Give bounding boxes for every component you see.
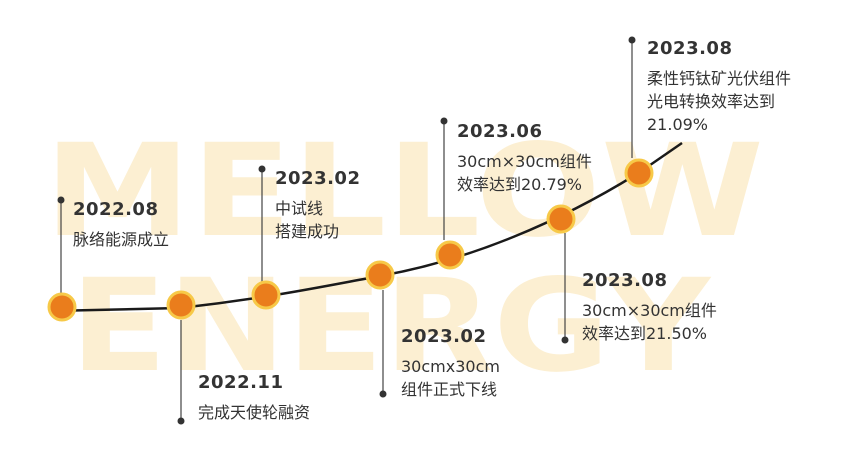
- milestone-desc-line: 脉络能源成立: [73, 230, 170, 249]
- timeline-node-6: [546, 204, 576, 234]
- milestone-desc-line: 完成天使轮融资: [198, 403, 311, 422]
- milestone-date: 2023.02: [401, 326, 487, 347]
- milestone-desc-line: 组件正式下线: [401, 380, 498, 399]
- milestone-3: 2023.02 中试线 搭建成功: [275, 167, 515, 243]
- milestone-desc-line: 光电转换效率达到: [647, 92, 776, 111]
- milestone-2: 2022.11 完成天使轮融资: [198, 371, 438, 424]
- connector-2: [177, 320, 185, 425]
- connector-7: [628, 36, 636, 158]
- milestone-desc-line: 搭建成功: [275, 222, 340, 241]
- timeline-node-7: [624, 158, 654, 188]
- milestone-desc-line: 21.09%: [647, 115, 709, 134]
- connector-5: [440, 117, 448, 240]
- milestone-7: 2023.08 柔性钙钛矿光伏组件 光电转换效率达到 21.09%: [647, 37, 861, 136]
- milestone-desc-line: 效率达到21.50%: [582, 324, 708, 343]
- milestone-desc: 完成天使轮融资: [198, 401, 438, 424]
- timeline-node-1: [47, 292, 77, 322]
- milestone-1: 2022.08 脉络能源成立: [73, 198, 313, 251]
- milestone-desc: 中试线 搭建成功: [275, 197, 515, 243]
- milestone-desc: 30cm×30cm组件 效率达到21.50%: [582, 299, 822, 345]
- milestone-desc: 脉络能源成立: [73, 228, 313, 251]
- milestone-desc-line: 柔性钙钛矿光伏组件: [647, 69, 792, 88]
- timeline-node-4: [365, 260, 395, 290]
- milestone-date: 2022.11: [198, 372, 284, 393]
- milestone-desc-line: 30cmx30cm: [401, 357, 500, 376]
- connector-1: [57, 196, 65, 296]
- milestone-desc-line: 30cm×30cm组件: [582, 301, 717, 320]
- milestone-desc: 30cm×30cm组件 效率达到20.79%: [457, 150, 697, 196]
- milestone-desc: 柔性钙钛矿光伏组件 光电转换效率达到 21.09%: [647, 67, 861, 136]
- milestone-date: 2023.08: [582, 270, 668, 291]
- milestone-desc-line: 30cm×30cm组件: [457, 152, 592, 171]
- milestone-date: 2022.08: [73, 199, 159, 220]
- timeline-node-2: [166, 290, 196, 320]
- connector-4: [379, 290, 387, 398]
- connector-3: [258, 165, 266, 283]
- milestone-date: 2023.06: [457, 121, 543, 142]
- milestone-5: 2023.06 30cm×30cm组件 效率达到20.79%: [457, 120, 697, 196]
- milestone-desc: 30cmx30cm 组件正式下线: [401, 355, 641, 401]
- milestone-4: 2023.02 30cmx30cm 组件正式下线: [401, 325, 641, 401]
- connector-6: [561, 233, 569, 344]
- milestone-date: 2023.02: [275, 168, 361, 189]
- timeline-node-5: [435, 240, 465, 270]
- milestone-6: 2023.08 30cm×30cm组件 效率达到21.50%: [582, 269, 822, 345]
- milestone-desc-line: 效率达到20.79%: [457, 175, 583, 194]
- timeline-node-3: [251, 280, 281, 310]
- milestone-desc-line: 中试线: [275, 199, 324, 218]
- milestone-date: 2023.08: [647, 38, 733, 59]
